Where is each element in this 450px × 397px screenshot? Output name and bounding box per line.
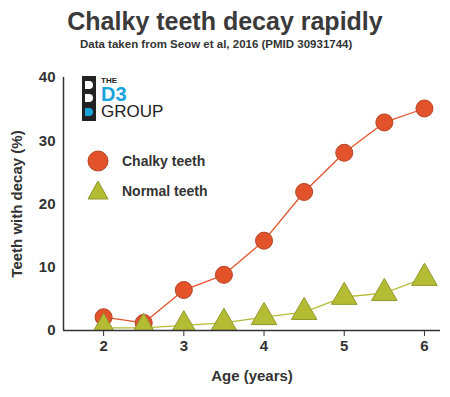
svg-text:40: 40 (39, 68, 56, 85)
svg-text:6: 6 (420, 337, 428, 354)
svg-text:20: 20 (39, 195, 56, 212)
svg-text:Teeth with decay (%): Teeth with decay (%) (8, 130, 25, 277)
html-text:GROUP: GROUP (101, 102, 164, 121)
html-text:Chalky teeth: Chalky teeth (122, 153, 206, 169)
svg-text:30: 30 (39, 132, 56, 149)
html-text:D3: D3 (101, 83, 127, 105)
html-text:Data taken from Seow et al, 20: Data taken from Seow et al, 2016 (PMID 3… (80, 38, 353, 50)
svg-text:0: 0 (47, 321, 55, 338)
svg-text:10: 10 (39, 258, 56, 275)
svg-text:2: 2 (99, 337, 107, 354)
html-text:THE: THE (101, 76, 117, 85)
html-text:Chalky teeth decay rapidly: Chalky teeth decay rapidly (67, 7, 383, 35)
svg-text:3: 3 (180, 337, 188, 354)
svg-text:Age (years): Age (years) (211, 367, 293, 384)
html-text:Normal teeth: Normal teeth (122, 183, 208, 199)
svg-text:4: 4 (260, 337, 269, 354)
svg-text:5: 5 (340, 337, 348, 354)
